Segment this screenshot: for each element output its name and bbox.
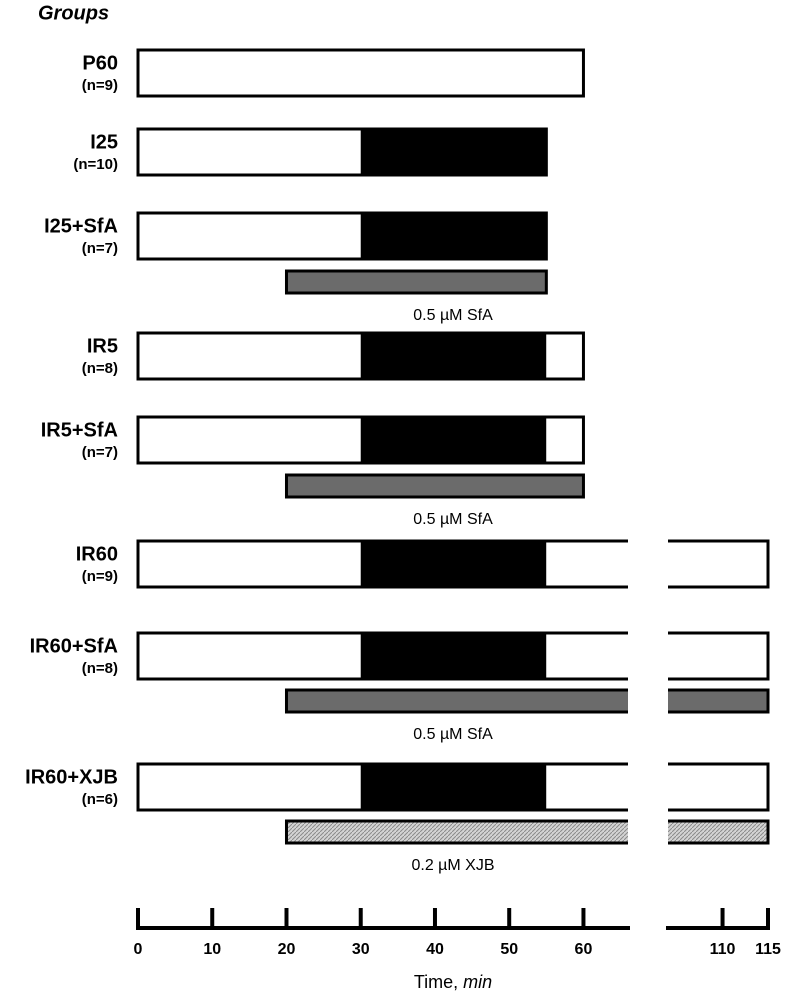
group-n: (n=6) [82, 791, 118, 808]
tick-label: 115 [755, 941, 781, 958]
bar-outline [668, 539, 770, 589]
bar-outline [136, 539, 628, 589]
axis-unit: min [463, 972, 492, 992]
timeline-segment [668, 541, 768, 587]
group-n: (n=8) [82, 660, 118, 677]
tick-label: 110 [710, 941, 736, 958]
timeline-segment [138, 417, 361, 463]
timeline-segment [360, 764, 547, 810]
drug-label: 0.2 µM XJB [411, 857, 494, 874]
group-name: I25+SfA [44, 215, 118, 237]
timeline-segment [138, 333, 361, 379]
timeline-segment [546, 333, 584, 379]
timeline-segment [360, 633, 547, 679]
timeline-segment [138, 213, 361, 259]
timeline-segment [546, 541, 628, 587]
drug-outline [284, 688, 628, 714]
drug-bar [286, 821, 628, 843]
bar-outline [668, 762, 770, 812]
drug-outline [284, 269, 548, 295]
group-name: IR5 [87, 335, 118, 357]
timeline-segment [360, 129, 547, 175]
group-name: IR60+SfA [30, 635, 118, 657]
drug-outline [284, 473, 585, 499]
tick-label: 20 [278, 941, 296, 958]
group-name: IR60+XJB [25, 766, 118, 788]
tick-label: 0 [134, 941, 143, 958]
drug-outline [668, 819, 770, 845]
drug-label: 0.5 µM SfA [413, 307, 493, 324]
group-name: I25 [90, 131, 118, 153]
bar-outline [136, 211, 548, 261]
group-name: IR60 [76, 543, 118, 565]
timeline-segment [360, 213, 547, 259]
timeline-segment [138, 541, 361, 587]
timeline-segment [360, 541, 547, 587]
bar-outline [136, 631, 628, 681]
tick-label: 40 [426, 941, 444, 958]
tick-label: 10 [203, 941, 221, 958]
timeline-segment [546, 417, 584, 463]
drug-bar [286, 475, 584, 497]
timeline-segment [668, 764, 768, 810]
timeline-segment [138, 633, 361, 679]
bar-outline [668, 631, 770, 681]
bar-outline [136, 127, 548, 177]
drug-outline [668, 688, 770, 714]
group-name: IR5+SfA [41, 419, 118, 441]
groups-heading: Groups [38, 2, 109, 24]
group-n: (n=7) [82, 444, 118, 461]
bar-outline [136, 48, 585, 98]
timeline-segment [668, 633, 768, 679]
drug-bar [668, 690, 768, 712]
drug-bar [286, 271, 547, 293]
timeline-segment [138, 129, 361, 175]
timeline-segment [360, 417, 547, 463]
axis-title: Time, min [414, 972, 492, 992]
drug-bar [668, 821, 768, 843]
group-n: (n=10) [73, 156, 118, 173]
tick-label: 60 [575, 941, 593, 958]
timeline-segment [546, 633, 628, 679]
axis-label: Time, [414, 972, 463, 992]
bar-outline [136, 331, 585, 381]
bar-outline [136, 762, 628, 812]
group-n: (n=9) [82, 568, 118, 585]
bar-outline [136, 415, 585, 465]
timeline-segment [138, 50, 584, 96]
tick-label: 30 [352, 941, 370, 958]
drug-label: 0.5 µM SfA [413, 726, 493, 743]
drug-outline [284, 819, 628, 845]
timeline-segment [138, 764, 361, 810]
tick-label: 50 [500, 941, 518, 958]
drug-label: 0.5 µM SfA [413, 511, 493, 528]
group-name: P60 [82, 52, 118, 74]
timeline-segment [360, 333, 547, 379]
drug-bar [286, 690, 628, 712]
group-n: (n=7) [82, 240, 118, 257]
group-n: (n=8) [82, 360, 118, 377]
group-n: (n=9) [82, 77, 118, 94]
timeline-segment [546, 764, 628, 810]
